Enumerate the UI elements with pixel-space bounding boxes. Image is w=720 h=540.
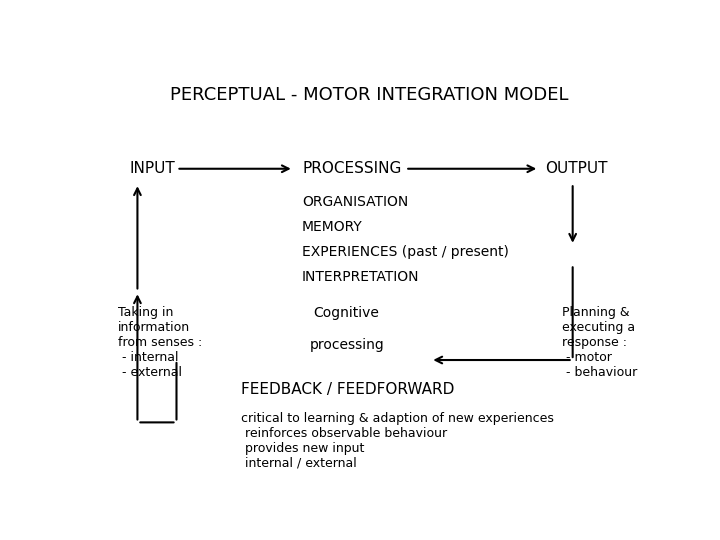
Text: INPUT: INPUT <box>129 161 175 176</box>
Text: INTERPRETATION: INTERPRETATION <box>302 270 420 284</box>
Text: OUTPUT: OUTPUT <box>545 161 607 176</box>
Text: Cognitive

processing: Cognitive processing <box>310 306 384 353</box>
Text: critical to learning & adaption of new experiences
 reinforces observable behavi: critical to learning & adaption of new e… <box>240 412 554 470</box>
Text: ORGANISATION: ORGANISATION <box>302 195 408 209</box>
Text: PROCESSING: PROCESSING <box>302 161 402 176</box>
Text: Planning &
executing a
response :
 - motor
 - behaviour: Planning & executing a response : - moto… <box>562 306 636 379</box>
Text: MEMORY: MEMORY <box>302 220 363 234</box>
Text: EXPERIENCES (past / present): EXPERIENCES (past / present) <box>302 245 509 259</box>
Text: FEEDBACK / FEEDFORWARD: FEEDBACK / FEEDFORWARD <box>240 382 454 396</box>
Text: PERCEPTUAL - MOTOR INTEGRATION MODEL: PERCEPTUAL - MOTOR INTEGRATION MODEL <box>170 85 568 104</box>
Text: Taking in
information
from senses :
 - internal
 - external: Taking in information from senses : - in… <box>118 306 202 379</box>
